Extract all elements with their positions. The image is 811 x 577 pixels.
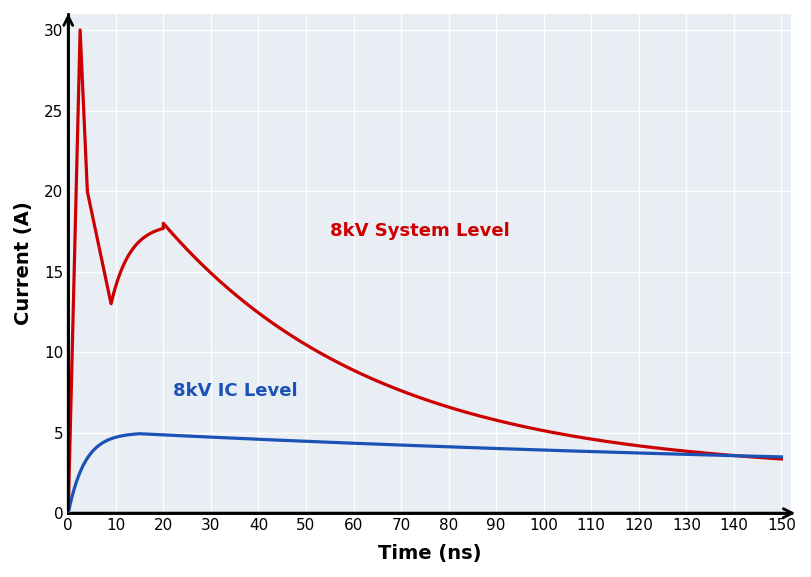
Text: 8kV System Level: 8kV System Level	[330, 222, 509, 240]
Text: 8kV IC Level: 8kV IC Level	[173, 381, 298, 400]
X-axis label: Time (ns): Time (ns)	[378, 544, 482, 563]
Y-axis label: Current (A): Current (A)	[14, 201, 33, 325]
